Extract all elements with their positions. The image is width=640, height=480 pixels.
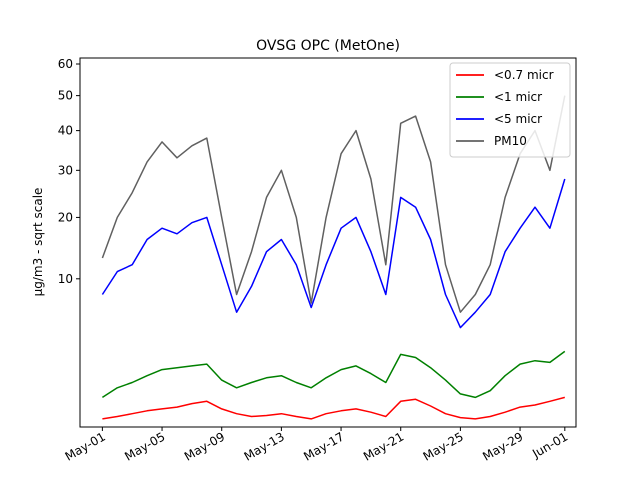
series-line-1 — [101, 350, 566, 399]
legend-label-2: <5 micr — [494, 112, 542, 126]
legend-box — [449, 62, 571, 158]
chart-title: OVSG OPC (MetOne) — [256, 38, 400, 54]
legend-label-3: PM10 — [494, 134, 527, 148]
plot-area — [79, 57, 577, 428]
plot-frame — [79, 57, 577, 428]
series-line-0 — [102, 396, 565, 420]
legend: <0.7 micr <1 micr <5 micr PM10 — [449, 62, 571, 158]
series-layer — [101, 95, 566, 420]
series-line-3 — [101, 95, 566, 313]
y-tick-label: 40 — [58, 124, 73, 138]
legend-label-0: <0.7 micr — [494, 68, 554, 82]
legend-label-1: <1 micr — [494, 90, 542, 104]
y-axis-label: µg/m3 - sqrt scale — [31, 188, 45, 297]
y-tick-label: 60 — [58, 57, 73, 71]
y-axis: 10 20 30 40 50 60 — [58, 57, 80, 286]
y-tick-label: 20 — [58, 210, 73, 224]
y-tick-label: 10 — [58, 272, 73, 286]
y-tick-label: 50 — [58, 89, 73, 103]
series-line-2 — [101, 178, 566, 329]
y-tick-label: 30 — [58, 163, 73, 177]
